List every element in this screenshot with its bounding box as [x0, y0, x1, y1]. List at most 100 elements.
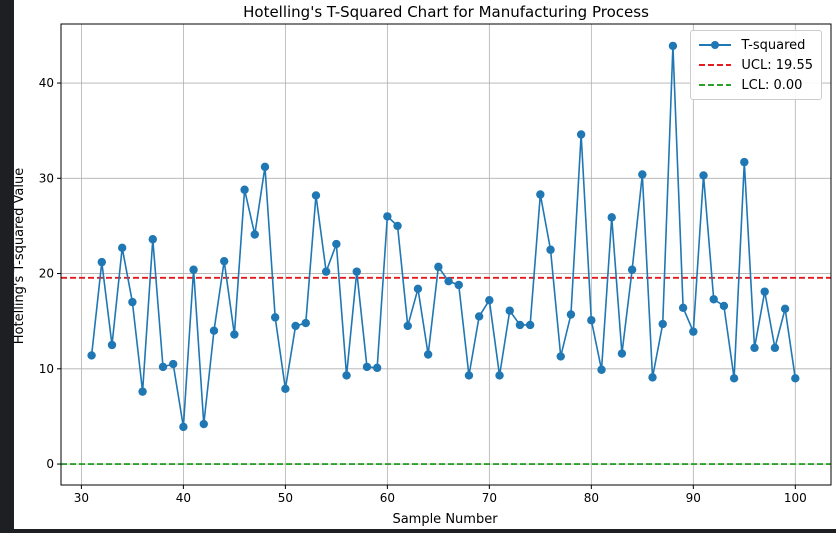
y-tick-label: 20 — [39, 267, 54, 281]
data-point — [474, 312, 484, 321]
data-point — [107, 340, 117, 350]
data-point — [454, 280, 463, 290]
y-axis-label: Hotelling's T-squared Value — [14, 168, 27, 344]
data-point — [597, 365, 606, 374]
data-point — [138, 387, 147, 396]
data-point — [372, 363, 382, 373]
data-point — [311, 191, 321, 200]
data-point — [566, 310, 576, 319]
legend-label-ucl: UCL: 19.55 — [741, 57, 813, 73]
data-point — [219, 256, 229, 266]
data-point — [97, 257, 106, 267]
data-point — [393, 221, 402, 231]
data-point — [638, 170, 647, 179]
data-point — [434, 262, 443, 272]
data-point — [791, 374, 800, 383]
x-tick-label: 50 — [278, 491, 293, 505]
legend-label-lcl: LCL: 0.00 — [741, 77, 803, 93]
window-edge — [0, 0, 14, 529]
data-point — [260, 162, 270, 172]
data-point — [281, 384, 290, 393]
legend: T-squared UCL: 19.55 LCL: 0.00 — [690, 30, 822, 100]
data-point — [719, 301, 729, 311]
data-point — [301, 318, 310, 328]
reference-lines — [61, 276, 831, 465]
data-point — [444, 276, 453, 286]
chart-figure: Hotelling's T-Squared Chart for Manufact… — [12, 0, 836, 529]
data-point — [179, 422, 188, 432]
data-point — [770, 343, 780, 353]
legend-label-tsquared: T-squared — [741, 37, 806, 53]
data-point — [270, 313, 280, 322]
x-tick-label: 40 — [176, 491, 191, 505]
data-point — [546, 245, 555, 254]
data-point — [505, 306, 514, 315]
x-tick-label: 80 — [584, 491, 599, 505]
data-point — [117, 243, 127, 253]
y-tick-label: 0 — [46, 457, 54, 471]
data-point — [648, 373, 657, 382]
data-point — [699, 171, 708, 180]
legend-swatch-tsquared — [699, 41, 732, 49]
data-point — [576, 130, 586, 139]
data-point — [342, 371, 351, 380]
data-point — [780, 304, 790, 313]
data-point — [332, 239, 341, 249]
data-point — [148, 235, 157, 244]
data-point — [189, 265, 198, 274]
data-point — [158, 362, 168, 372]
series-line-tsquared — [90, 45, 797, 428]
x-tick-label: 100 — [784, 491, 807, 505]
data-point — [750, 343, 759, 353]
data-point — [362, 362, 372, 372]
chart-svg: Hotelling's T-Squared Chart for Manufact… — [12, 3, 832, 527]
data-point — [240, 185, 249, 194]
plot-frame — [60, 23, 832, 486]
data-point — [403, 321, 412, 331]
data-point — [87, 351, 96, 360]
data-point — [668, 41, 678, 51]
x-tick-label: 60 — [380, 491, 395, 505]
data-point — [607, 213, 616, 222]
x-tick-label: 70 — [482, 491, 497, 505]
data-point — [689, 327, 698, 336]
data-point — [291, 321, 300, 331]
data-point — [760, 287, 769, 296]
y-tick-label: 40 — [39, 76, 54, 90]
legend-swatch-lcl — [699, 84, 732, 86]
data-point — [495, 371, 504, 380]
tick-layer: 30 40 50 60 70 80 90 100 0 10 20 30 40 — [39, 76, 807, 505]
data-point — [617, 349, 627, 358]
data-point — [413, 284, 423, 293]
data-point — [556, 352, 565, 361]
data-point — [627, 265, 637, 274]
chart-title: Hotelling's T-Squared Chart for Manufact… — [243, 3, 649, 21]
y-tick-label: 30 — [39, 171, 54, 185]
data-point — [464, 371, 474, 380]
legend-item-tsquared: T-squared — [697, 35, 813, 55]
data-point — [709, 295, 718, 304]
data-point — [678, 303, 688, 313]
data-point — [658, 319, 667, 329]
data-point — [199, 419, 208, 429]
y-tick-label: 10 — [39, 362, 54, 376]
legend-item-lcl: LCL: 0.00 — [697, 75, 813, 95]
data-point — [383, 212, 392, 221]
legend-swatch-ucl — [699, 64, 732, 66]
data-point — [352, 267, 361, 276]
data-point — [230, 330, 239, 339]
data-point — [128, 297, 137, 307]
series-layer — [87, 41, 800, 432]
data-point — [525, 320, 535, 330]
data-point — [168, 359, 178, 369]
x-tick-label: 90 — [686, 491, 701, 505]
x-tick-label: 30 — [74, 491, 89, 505]
data-point — [587, 316, 596, 325]
legend-item-ucl: UCL: 19.55 — [697, 55, 813, 75]
data-point — [321, 267, 331, 276]
data-point — [536, 190, 545, 199]
x-axis-label: Sample Number — [392, 512, 498, 527]
data-point — [515, 320, 525, 330]
data-point — [423, 350, 433, 359]
data-point — [485, 296, 494, 305]
